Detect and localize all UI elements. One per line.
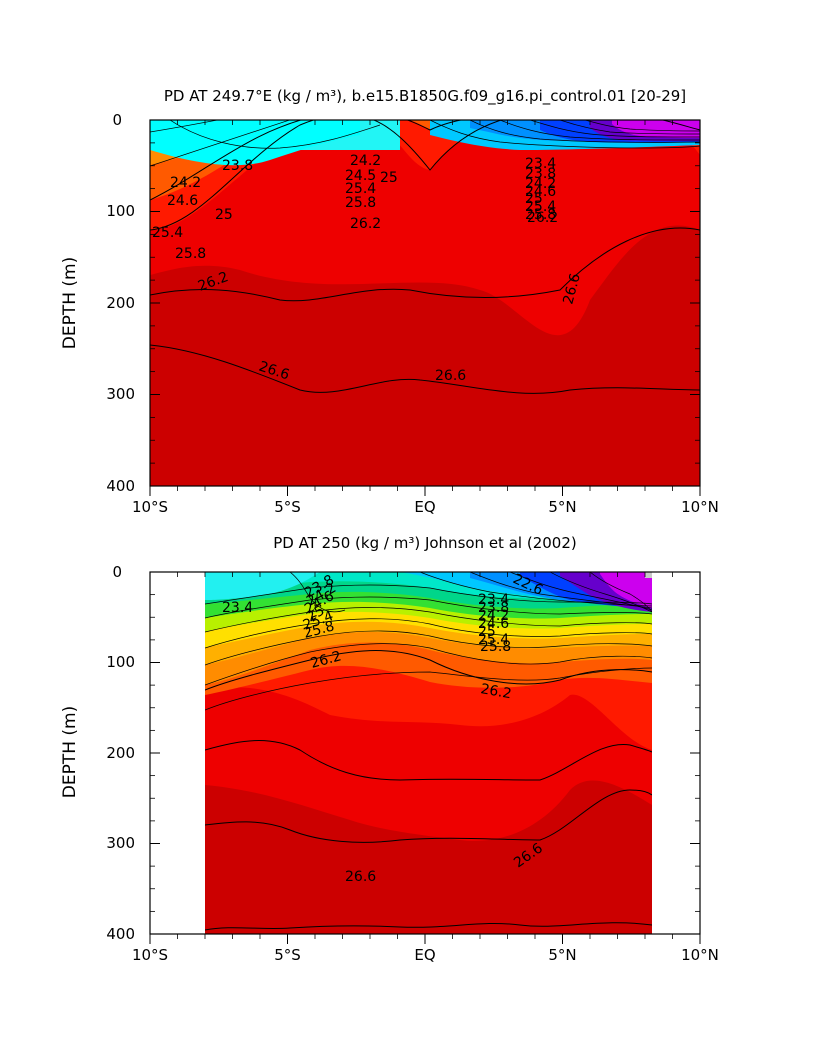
contour-label: 24.2: [350, 153, 381, 169]
y-tick-label: 200: [106, 294, 135, 312]
contour-label: 25: [380, 170, 398, 186]
y-tick-label: 200: [106, 744, 135, 762]
y-tick-label: 100: [106, 202, 135, 220]
minor-ticks: [150, 572, 700, 939]
contour-label: 25: [478, 624, 496, 640]
contour-label: 25.4: [525, 199, 556, 215]
contour-field: [150, 120, 700, 486]
y-axis-label: DEPTH (m): [60, 706, 80, 798]
chart-title: PD AT 249.7°E (kg / m³), b.e15.B1850G.f0…: [164, 87, 686, 106]
contour-label: 25.4: [345, 181, 376, 197]
panel-observations: PD AT 250 (kg / m³) Johnson et al (2002)…: [60, 534, 719, 964]
contour-label: 25: [215, 207, 233, 223]
contour-label: 26.6: [435, 368, 466, 384]
contour-label: 25.8: [302, 618, 336, 642]
contour-label: 25: [525, 191, 543, 207]
contour-field: [205, 572, 652, 934]
x-tick-label: 10°S: [132, 946, 168, 964]
contour-labels: 23.4 23.8 24.2 24.6 25 25.4 25.8 26.2 22…: [222, 571, 546, 885]
contour-label: 25.8: [175, 246, 206, 262]
x-axis: 10°S 5°S EQ 5°N 10°N: [132, 486, 719, 516]
contour-label: 23.4: [525, 156, 556, 172]
contour-label: 25: [304, 603, 327, 626]
contour-label: 24.6: [478, 616, 509, 632]
chart-title: PD AT 250 (kg / m³) Johnson et al (2002): [273, 534, 576, 552]
x-tick-label: 5°S: [274, 498, 301, 516]
contour-label: 24.2: [478, 608, 509, 624]
y-tick-label: 300: [106, 385, 135, 403]
contour-label: 24.2: [525, 176, 556, 192]
y-axis: 0 100 200 300 400: [106, 563, 700, 943]
contour-label: 23.8: [525, 166, 556, 182]
x-tick-label: 5°N: [548, 946, 576, 964]
contour-label: 24.5: [345, 168, 376, 184]
contour-label: 23.8: [222, 158, 253, 174]
x-axis: 10°S 5°S EQ 5°N 10°N: [132, 934, 719, 964]
x-tick-label: EQ: [414, 946, 435, 964]
contour-label: 25.4: [478, 632, 509, 648]
contour-label: 23.4: [222, 600, 253, 616]
contour-label: 23.4: [478, 592, 509, 608]
contour-label: 25.8: [345, 195, 376, 211]
contour-label: 25.4: [152, 225, 183, 241]
y-tick-label: 0: [112, 563, 122, 581]
x-tick-label: 10°N: [681, 946, 719, 964]
x-tick-label: 5°S: [274, 946, 301, 964]
contour-label: 26.2: [350, 216, 381, 232]
x-tick-label: 10°S: [132, 498, 168, 516]
contour-label: 24.6: [525, 184, 556, 200]
contour-label: 23.8: [478, 600, 509, 616]
contour-label: 26.2: [527, 210, 558, 226]
panel-model: PD AT 249.7°E (kg / m³), b.e15.B1850G.f0…: [60, 87, 719, 516]
y-tick-label: 400: [106, 477, 135, 495]
contour-label: 25.8: [480, 639, 511, 655]
y-tick-label: 300: [106, 834, 135, 852]
y-tick-label: 100: [106, 653, 135, 671]
contour-label: 26.2: [309, 648, 343, 672]
minor-ticks: [150, 120, 700, 491]
x-tick-label: EQ: [414, 498, 435, 516]
x-tick-label: 5°N: [548, 498, 576, 516]
contour-label: 24.2: [170, 175, 201, 191]
y-tick-label: 0: [112, 111, 122, 129]
contour-label: 24.6: [167, 193, 198, 209]
contour-label: 26.6: [345, 869, 376, 885]
y-tick-label: 400: [106, 925, 135, 943]
y-axis-label: DEPTH (m): [60, 257, 80, 349]
x-tick-label: 10°N: [681, 498, 719, 516]
y-axis: 0 100 200 300 400: [106, 111, 700, 495]
contour-label: 26.6: [560, 272, 584, 306]
contour-label: 25.8: [525, 207, 556, 223]
contour-label: 26.2: [479, 681, 512, 702]
